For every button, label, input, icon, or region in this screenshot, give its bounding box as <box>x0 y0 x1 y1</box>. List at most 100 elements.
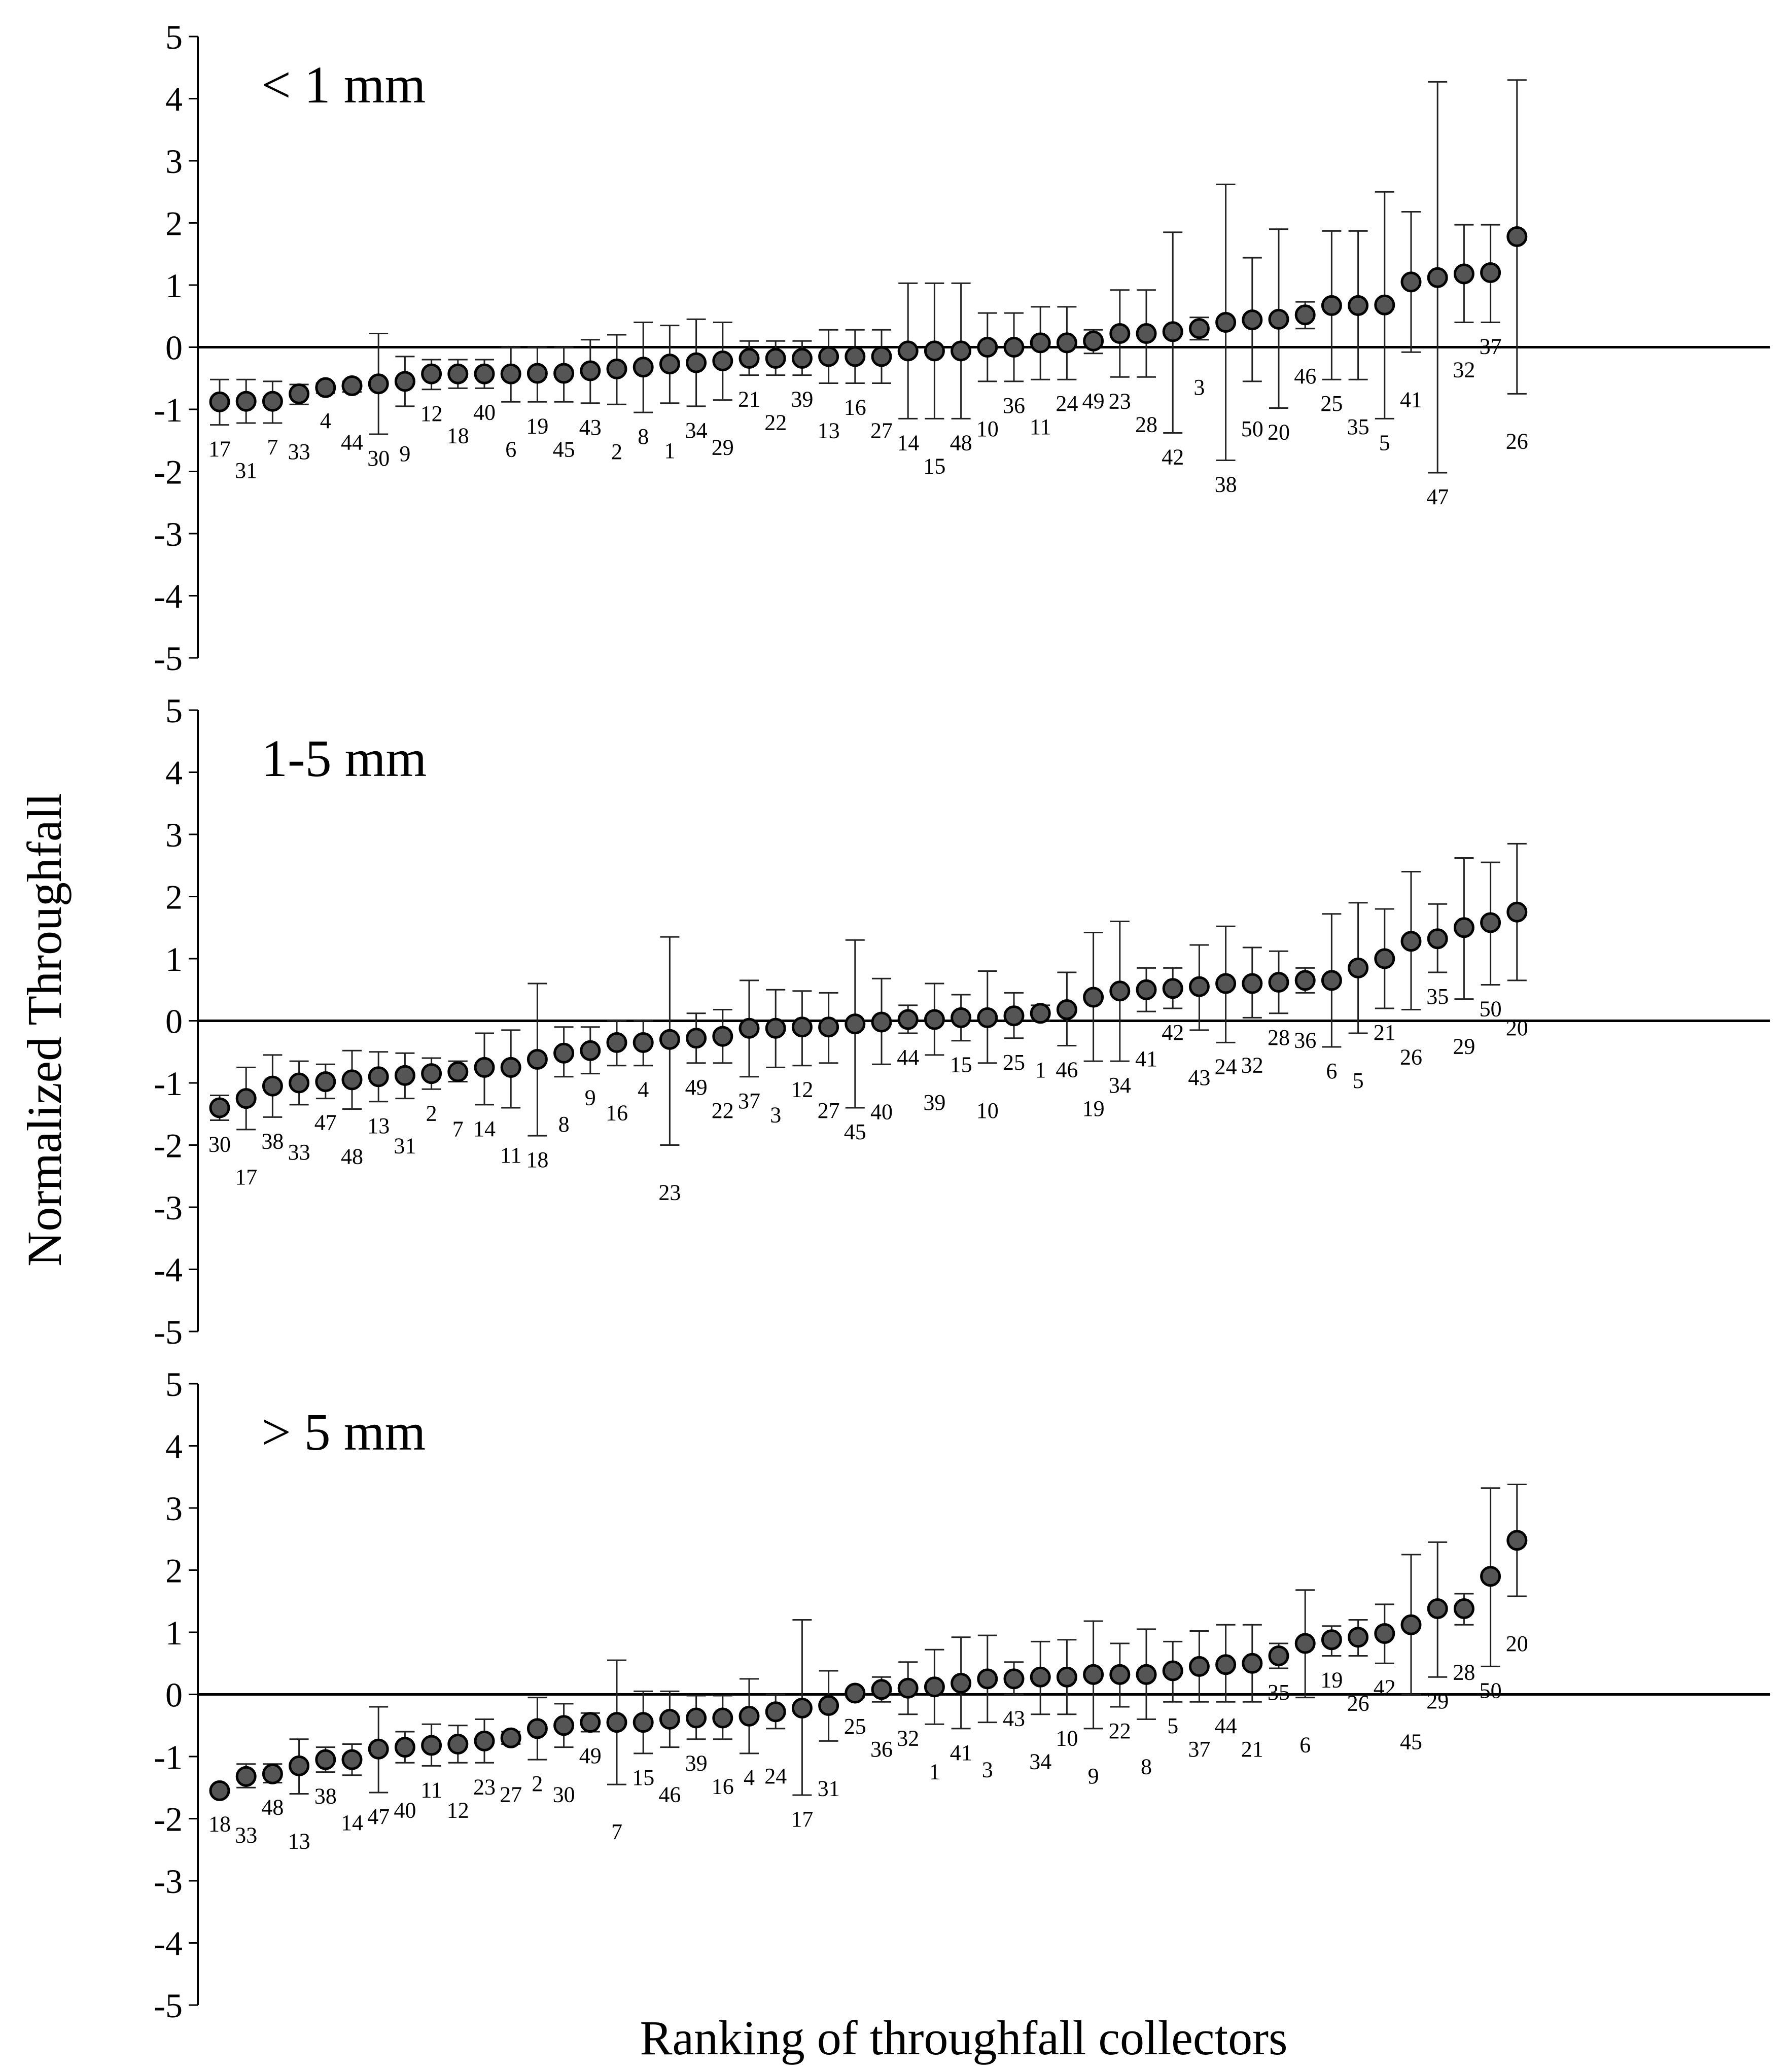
data-point <box>1083 330 1104 352</box>
point-label: 24 <box>1056 391 1078 416</box>
point-label: 50 <box>1241 416 1263 441</box>
data-point <box>686 1028 707 1049</box>
data-point <box>951 1007 972 1028</box>
point-label: 34 <box>685 418 708 443</box>
point-label: 27 <box>500 1782 522 1807</box>
data-point <box>1453 917 1474 938</box>
point-label: 23 <box>658 1180 681 1205</box>
point-label: 24 <box>764 1764 787 1788</box>
point-label: 30 <box>553 1782 575 1807</box>
data-point <box>1506 901 1528 923</box>
point-label: 19 <box>526 413 548 438</box>
data-point <box>1321 970 1342 991</box>
point-label: 12 <box>447 1798 469 1822</box>
point-label: 48 <box>261 1795 284 1819</box>
data-point <box>1242 1653 1263 1674</box>
point-label: 5 <box>1353 1068 1364 1093</box>
data-point <box>341 1749 363 1770</box>
y-tick-label: -1 <box>154 391 183 429</box>
data-point <box>977 1668 998 1690</box>
point-label: 9 <box>585 1085 596 1110</box>
data-point <box>977 1007 998 1028</box>
point-label: 43 <box>1188 1065 1210 1090</box>
point-label: 44 <box>1215 1713 1237 1738</box>
point-label: 14 <box>897 430 919 455</box>
data-point <box>1215 1654 1237 1675</box>
point-label: 16 <box>606 1101 628 1126</box>
y-tick-label: 1 <box>165 940 183 978</box>
data-point <box>871 1011 892 1033</box>
point-label: 36 <box>1003 393 1025 418</box>
data-point <box>262 1763 283 1784</box>
data-point <box>1162 978 1183 999</box>
y-tick-label: 3 <box>165 816 183 854</box>
data-point <box>1506 1530 1528 1551</box>
data-point <box>1268 1645 1289 1667</box>
data-point <box>1056 332 1077 354</box>
data-point <box>209 1097 230 1118</box>
point-label: 42 <box>1374 1675 1396 1700</box>
y-tick-label: -5 <box>154 1986 183 2025</box>
data-point <box>1030 332 1051 354</box>
point-label: 31 <box>394 1134 416 1159</box>
y-tick-label: -4 <box>154 577 183 616</box>
point-label: 2 <box>611 439 622 464</box>
data-point <box>1109 1664 1131 1685</box>
point-label: 9 <box>1088 1764 1099 1788</box>
data-point <box>262 1075 283 1097</box>
data-point <box>209 391 230 412</box>
point-label: 37 <box>1188 1737 1210 1762</box>
point-label: 49 <box>685 1075 708 1100</box>
point-label: 8 <box>638 424 649 449</box>
data-point <box>1480 912 1501 933</box>
data-point <box>421 363 442 384</box>
data-point <box>686 352 707 373</box>
data-point <box>1400 271 1422 293</box>
y-tick-label: -4 <box>154 1924 183 1963</box>
point-label: 35 <box>1426 984 1449 1009</box>
point-label: 43 <box>1003 1706 1025 1731</box>
y-tick-label: 1 <box>165 1613 183 1652</box>
point-label: 41 <box>1400 387 1422 412</box>
point-label: 20 <box>1506 1631 1528 1656</box>
data-point <box>553 1715 575 1736</box>
point-label: 25 <box>1003 1050 1025 1075</box>
point-label: 40 <box>394 1798 416 1822</box>
data-point <box>1056 1666 1077 1688</box>
point-label: 4 <box>320 408 331 433</box>
data-point <box>315 1749 336 1770</box>
data-point <box>818 1695 839 1716</box>
panel-title: 1-5 mm <box>261 729 427 788</box>
data-point <box>871 1679 892 1700</box>
data-point <box>1003 1668 1025 1690</box>
data-point <box>394 1737 415 1758</box>
data-point <box>580 360 601 381</box>
data-point <box>368 373 389 395</box>
point-label: 40 <box>473 400 496 425</box>
data-point <box>500 1057 521 1078</box>
point-label: 13 <box>367 1113 390 1138</box>
data-point <box>765 1018 786 1039</box>
point-label: 27 <box>818 1098 840 1123</box>
data-point <box>1268 972 1289 993</box>
data-point <box>686 1707 707 1729</box>
point-label: 45 <box>1400 1730 1422 1755</box>
y-tick-label: 2 <box>165 878 183 917</box>
data-point <box>791 348 813 369</box>
point-label: 47 <box>1426 484 1449 509</box>
point-label: 10 <box>976 1098 999 1123</box>
data-point <box>739 1018 760 1039</box>
data-point <box>474 1057 495 1078</box>
data-point <box>1083 1664 1104 1685</box>
data-point <box>1188 318 1210 339</box>
data-point <box>1056 999 1077 1020</box>
point-label: 22 <box>712 1098 734 1123</box>
point-label: 15 <box>923 453 945 478</box>
data-point <box>1215 312 1237 333</box>
point-label: 21 <box>1241 1737 1263 1762</box>
data-point <box>1188 976 1210 997</box>
data-point <box>341 375 363 396</box>
